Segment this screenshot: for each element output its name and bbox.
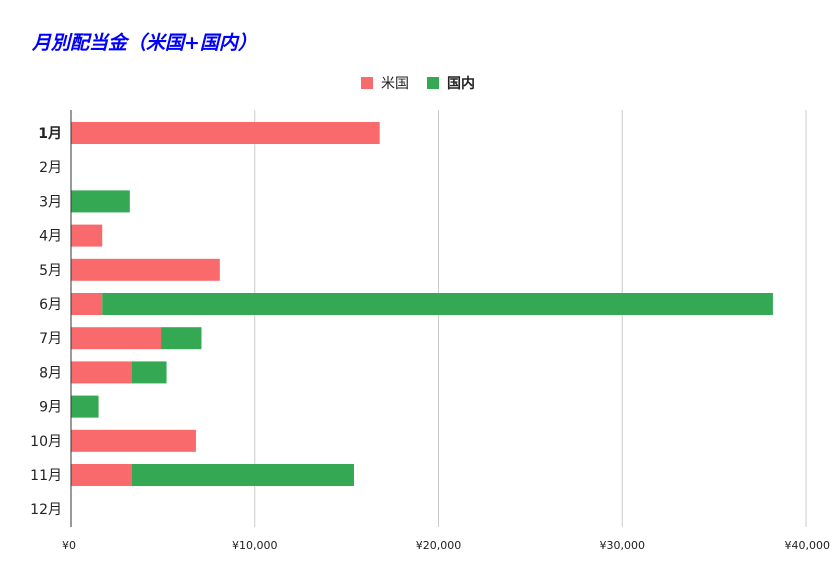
bar-us[interactable] bbox=[71, 224, 103, 247]
legend-item-domestic[interactable]: 国内 bbox=[427, 73, 475, 93]
x-tick-label: ¥20,000 bbox=[416, 539, 462, 552]
y-tick-label: 2月 bbox=[39, 160, 62, 176]
legend-label-us: 米国 bbox=[381, 76, 409, 92]
y-tick-label: 1月 bbox=[38, 126, 62, 142]
y-tick-label: 6月 bbox=[39, 297, 62, 313]
bar-domestic[interactable] bbox=[71, 395, 99, 418]
x-tick-label: ¥30,000 bbox=[600, 539, 646, 552]
bar-us[interactable] bbox=[71, 293, 103, 315]
bar-us[interactable] bbox=[71, 122, 380, 144]
y-tick-label: 7月 bbox=[39, 331, 62, 347]
x-tick-label: ¥40,000 bbox=[785, 539, 831, 552]
legend-item-us[interactable]: 米国 bbox=[361, 73, 409, 93]
y-tick-label: 4月 bbox=[39, 229, 62, 245]
y-tick-label: 3月 bbox=[39, 194, 62, 210]
bar-us[interactable] bbox=[71, 361, 132, 384]
y-tick-label: 8月 bbox=[39, 365, 62, 381]
bar-domestic[interactable] bbox=[161, 327, 202, 350]
y-tick-label: 5月 bbox=[39, 263, 62, 279]
y-tick-label: 9月 bbox=[39, 400, 62, 416]
bar-domestic[interactable] bbox=[102, 293, 773, 315]
y-tick-label: 12月 bbox=[30, 502, 62, 518]
x-tick-label: ¥10,000 bbox=[232, 539, 278, 552]
legend-swatch-domestic bbox=[427, 77, 439, 89]
y-tick-label: 10月 bbox=[30, 434, 62, 450]
bar-us[interactable] bbox=[71, 258, 220, 281]
x-tick-label: ¥0 bbox=[62, 539, 76, 552]
y-tick-label: 11月 bbox=[30, 468, 62, 484]
bar-us[interactable] bbox=[71, 464, 132, 486]
bar-domestic[interactable] bbox=[71, 190, 130, 213]
legend-label-domestic: 国内 bbox=[447, 76, 475, 92]
bar-domestic[interactable] bbox=[131, 361, 167, 384]
legend-swatch-us bbox=[361, 77, 373, 89]
legend: 米国 国内 bbox=[0, 73, 836, 93]
chart-title: 月別配当金（米国+国内） bbox=[32, 32, 257, 54]
bar-us[interactable] bbox=[71, 429, 196, 452]
bar-us[interactable] bbox=[71, 327, 162, 350]
bar-domestic[interactable] bbox=[131, 464, 354, 486]
